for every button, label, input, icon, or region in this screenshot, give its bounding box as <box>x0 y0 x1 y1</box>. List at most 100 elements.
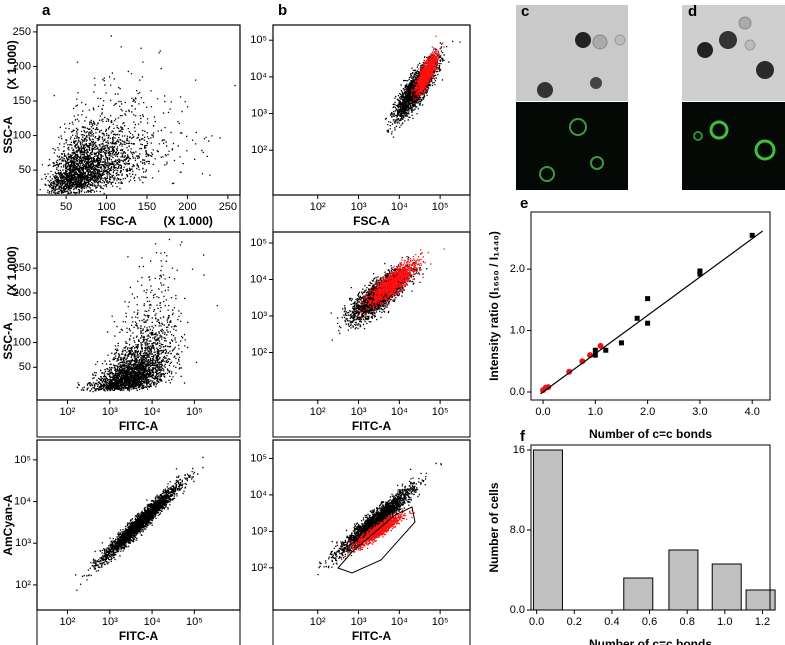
x-tick-label: 10⁴ <box>391 616 408 628</box>
point <box>592 347 598 353</box>
plot-frame <box>36 231 241 401</box>
y-tick-label: 10⁵ <box>250 34 267 46</box>
point <box>749 232 755 238</box>
x-tick-label: 1.0 <box>588 406 603 418</box>
event-cloud <box>317 462 442 576</box>
y-tick-label: 2.0 <box>510 263 525 275</box>
y-tick-label: 200 <box>13 60 31 72</box>
y-tick-label: 10² <box>251 144 267 156</box>
y-tick-label: 10³ <box>251 107 267 119</box>
x-tick-label: 10² <box>310 201 326 213</box>
x-tick-label: 200 <box>178 201 196 213</box>
x-axis-title: FSC-A <box>100 214 137 228</box>
x-tick-label: 10⁴ <box>391 201 408 213</box>
x-tick-label: 10² <box>310 616 326 628</box>
y-tick-label: 10³ <box>15 537 31 549</box>
x-axis-title: FITC-A <box>352 419 392 433</box>
x-tick-label: 0.2 <box>567 616 582 628</box>
x-tick-label: 4.0 <box>745 406 760 418</box>
y-tick-label: 50 <box>19 164 31 176</box>
y-tick-label: 50 <box>19 361 31 373</box>
y-axis-title: Number of cells <box>487 482 501 572</box>
x-tick-label: 0.8 <box>680 616 695 628</box>
x-axis-unit: (X 1.000) <box>164 214 213 228</box>
x-tick-label: 10³ <box>351 201 367 213</box>
chart-panel: 10² 10³ 10⁴ 10⁵ 10² 10³ 10⁴ 10⁵ FITC-A <box>250 231 471 438</box>
point <box>592 352 598 358</box>
y-tick-label: 250 <box>13 26 31 38</box>
x-tick-label: 10³ <box>102 406 118 418</box>
x-tick-label: 1.0 <box>717 616 732 628</box>
point <box>634 315 640 321</box>
x-tick-label: 10⁵ <box>432 201 449 213</box>
x-tick-label: 10⁵ <box>186 406 203 418</box>
x-tick-label: 2.0 <box>640 406 655 418</box>
y-tick-label: 10² <box>15 579 31 591</box>
plot-frame <box>530 211 771 401</box>
bar <box>668 549 699 611</box>
x-tick-label: 10⁵ <box>186 616 203 628</box>
gate <box>337 506 416 574</box>
event-cloud <box>357 248 445 321</box>
chart-panel: 10² 10³ 10⁴ 10⁵ 10² 10³ 10⁴ 10⁵ FSC-A b <box>250 2 471 233</box>
chart-panel: 0.0 0.2 0.4 0.6 0.8 1.0 1.2 0.0 8.0 16 Number of c… <box>487 428 776 645</box>
y-tick-label: 10³ <box>251 310 267 322</box>
bar <box>532 449 563 611</box>
panel-label: a <box>42 2 51 19</box>
y-tick-label: 10⁴ <box>250 273 267 285</box>
y-tick-label: 150 <box>13 312 31 324</box>
bar <box>623 577 654 611</box>
x-tick-label: 10⁵ <box>432 616 449 628</box>
x-tick-label: 10² <box>310 406 326 418</box>
plot-frame <box>530 444 771 611</box>
x-tick-label: 100 <box>97 201 115 213</box>
y-axis-title: Intensity ratio (I₁₆₅₀ / I₁₄₄₀) <box>487 231 501 381</box>
point <box>597 342 604 349</box>
y-tick-label: 250 <box>13 262 31 274</box>
point <box>645 296 651 302</box>
x-tick-label: 150 <box>138 201 156 213</box>
chart-panel: 50 100 150 200 250 50 100 150 200 250 FSC-A (X 1.00… <box>1 2 241 233</box>
x-tick-label: 10³ <box>351 406 367 418</box>
y-tick-label: 10³ <box>251 525 267 537</box>
fit-line <box>540 230 764 395</box>
y-tick-label: 0.0 <box>510 386 525 398</box>
chart-panel: 10² 10³ 10⁴ 10⁵ 10² 10³ 10⁴ 10⁵ FITC-A <box>250 439 471 645</box>
x-axis-title: FITC-A <box>119 629 159 643</box>
x-tick-label: 50 <box>60 201 72 213</box>
y-tick-label: 8.0 <box>510 524 525 536</box>
x-tick-label: 10⁴ <box>144 616 161 628</box>
point <box>645 320 651 326</box>
y-tick-label: 150 <box>13 95 31 107</box>
y-tick-label: 10⁵ <box>250 452 267 464</box>
x-tick-label: 10² <box>60 406 76 418</box>
x-tick-label: 0.0 <box>535 406 550 418</box>
x-axis-title: FITC-A <box>352 629 392 643</box>
point <box>603 347 609 353</box>
x-tick-label: 1.2 <box>755 616 770 628</box>
x-axis-title: Number of c=c bonds <box>589 637 712 645</box>
plot-frame <box>272 24 471 196</box>
bar <box>745 589 776 611</box>
y-axis-unit: (X 1.000) <box>5 40 19 89</box>
y-axis-title: SSC-A <box>1 322 15 360</box>
x-tick-label: 0.0 <box>529 616 544 628</box>
x-tick-label: 250 <box>219 201 237 213</box>
point <box>697 271 703 277</box>
chart-panel: 0.0 1.0 2.0 3.0 4.0 0.0 1.0 2.0 Number of c=c bo… <box>487 195 771 441</box>
x-tick-label: 10² <box>60 616 76 628</box>
x-axis-title: FSC-A <box>353 214 390 228</box>
y-tick-label: 1.0 <box>510 324 525 336</box>
x-tick-label: 10³ <box>102 616 118 628</box>
micrograph-d <box>682 5 785 190</box>
x-tick-label: 0.6 <box>642 616 657 628</box>
y-tick-label: 10⁴ <box>250 489 267 501</box>
chart-panel: 10² 10³ 10⁴ 10⁵ 10² 10³ 10⁴ 10⁵ FITC-A AmCyan-A <box>1 439 241 645</box>
event-cloud <box>39 35 236 195</box>
panel-label: b <box>278 2 287 19</box>
panel-label: c <box>521 3 529 20</box>
y-tick-label: 100 <box>13 129 31 141</box>
panel-label: d <box>688 3 697 20</box>
plot-frame <box>36 24 241 196</box>
